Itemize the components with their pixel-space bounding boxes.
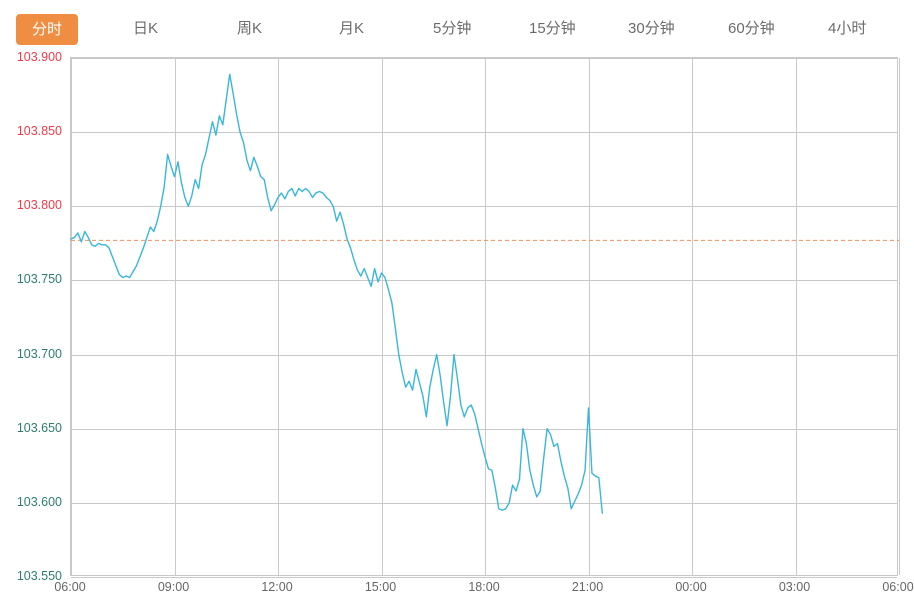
- tab-30min[interactable]: 30分钟: [628, 20, 675, 37]
- gridline-vertical: [71, 58, 72, 575]
- x-axis-tick-label: 15:00: [364, 580, 397, 594]
- tab-15min[interactable]: 15分钟: [529, 20, 576, 37]
- y-axis-tick-label: 103.600: [16, 494, 62, 509]
- y-axis-tick-label: 103.550: [16, 569, 62, 583]
- plot-area[interactable]: [70, 57, 900, 578]
- x-axis-tick-label: 03:00: [778, 580, 811, 594]
- y-axis-tick-label: 103.750: [16, 272, 62, 287]
- gridline-vertical: [174, 58, 176, 575]
- gridline-vertical: [795, 58, 797, 575]
- gridline-vertical: [485, 58, 486, 575]
- x-axis-tick-label: 21:00: [571, 580, 604, 594]
- gridline-vertical: [692, 58, 693, 575]
- chart-area: 103.900 103.850 103.800 103.750 103.700 103.6…: [0, 46, 914, 594]
- chart-period-tabbar: 分时 日K 周K 月K 5分钟 15分钟 30分钟 60分钟 4小时: [0, 0, 914, 46]
- y-axis-tick-label: 103.850: [16, 124, 62, 139]
- tab-60min[interactable]: 60分钟: [728, 20, 775, 37]
- x-axis-tick-label: 00:00: [675, 580, 707, 594]
- price-line: [70, 73, 603, 514]
- gridline-vertical: [381, 58, 383, 575]
- gridline-horizontal: [71, 132, 897, 134]
- x-axis-tick-label: 06:00: [54, 580, 86, 594]
- tab-monthly-k[interactable]: 月K: [339, 20, 365, 37]
- tab-weekly-k[interactable]: 周K: [237, 20, 263, 37]
- x-axis-tick-label: 06:00: [882, 580, 914, 594]
- y-axis-tick-label: 103.700: [16, 346, 62, 361]
- gridline-horizontal: [71, 280, 897, 282]
- gridline-vertical: [899, 58, 900, 575]
- gridline-horizontal: [71, 577, 897, 578]
- tab-5min[interactable]: 5分钟: [433, 20, 472, 37]
- gridline-vertical: [588, 58, 590, 575]
- y-axis-tick-label: 103.800: [16, 198, 62, 213]
- x-axis-tick-label: 12:00: [261, 580, 293, 594]
- y-axis-tick-label: 103.900: [16, 50, 62, 64]
- gridline-horizontal: [71, 206, 897, 208]
- x-axis-labels: 06:00 09:00 12:00 15:00 18:00 21:00 00:00 03:00…: [54, 580, 913, 600]
- gridline-horizontal: [71, 354, 897, 356]
- tab-4hour[interactable]: 4小时: [828, 20, 867, 37]
- gridline-horizontal: [71, 502, 897, 504]
- tab-daily-k[interactable]: 日K: [133, 20, 159, 37]
- y-axis-tick-label: 103.650: [16, 420, 62, 435]
- gridline-vertical: [278, 58, 279, 575]
- gridline-horizontal: [71, 428, 897, 430]
- y-axis-labels: 103.900 103.850 103.800 103.750 103.700 103.6…: [0, 50, 62, 583]
- x-axis-tick-label: 09:00: [157, 580, 190, 594]
- x-axis-tick-label: 18:00: [468, 580, 500, 594]
- tab-timeshare[interactable]: 分时: [16, 14, 78, 45]
- gridline-horizontal: [71, 58, 897, 59]
